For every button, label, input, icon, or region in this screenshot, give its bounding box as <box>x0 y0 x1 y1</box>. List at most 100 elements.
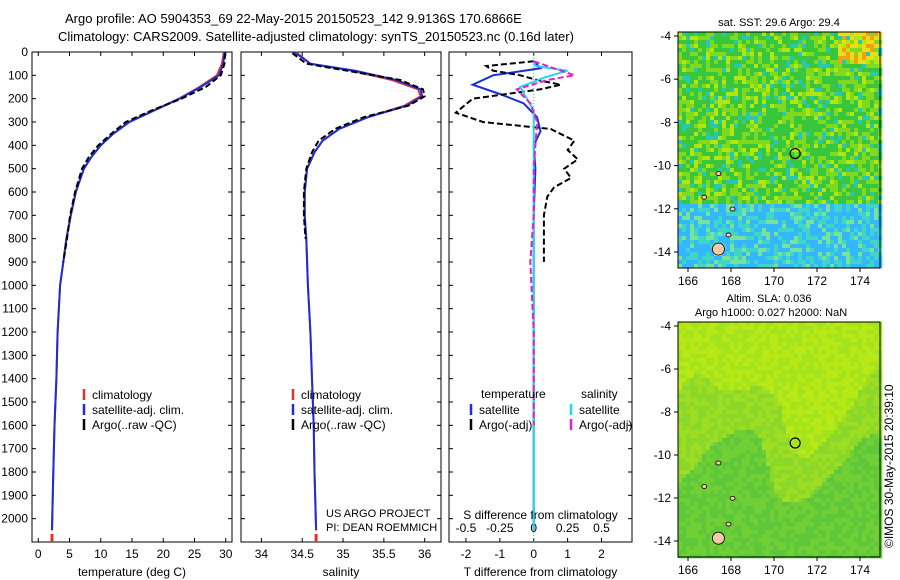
map-cell <box>698 322 703 327</box>
map-cell <box>678 220 683 225</box>
map-cell <box>742 216 747 221</box>
map-cell <box>710 116 715 121</box>
map-cell <box>774 446 779 451</box>
map-cell <box>818 350 823 355</box>
map-cell <box>818 390 823 395</box>
map-cell <box>734 36 739 41</box>
map-cell <box>734 48 739 53</box>
map-cell <box>738 418 743 423</box>
map-cell <box>798 446 803 451</box>
map-cell <box>742 450 747 455</box>
map-cell <box>858 156 863 161</box>
map-cell <box>762 228 767 233</box>
map-cell <box>826 446 831 451</box>
map-cell <box>734 418 739 423</box>
map-cell <box>742 390 747 395</box>
map-cell <box>718 72 723 77</box>
map-cell <box>810 96 815 101</box>
map-cell <box>718 160 723 165</box>
map-cell <box>698 232 703 237</box>
map-cell <box>762 354 767 359</box>
map-cell <box>722 260 727 265</box>
map-cell <box>770 188 775 193</box>
map-cell <box>802 156 807 161</box>
map-cell <box>742 264 747 269</box>
map-cell <box>686 244 691 249</box>
map-cell <box>698 84 703 89</box>
map-cell <box>862 350 867 355</box>
map-cell <box>790 96 795 101</box>
map-cell <box>774 152 779 157</box>
map-cell <box>790 92 795 97</box>
map-cell <box>778 402 783 407</box>
map-cell <box>710 132 715 137</box>
map-cell <box>682 326 687 331</box>
map-cell <box>718 44 723 49</box>
map-cell <box>702 36 707 41</box>
map-cell <box>738 406 743 411</box>
map-cell <box>798 148 803 153</box>
map-cell <box>838 386 843 391</box>
map-cell <box>862 48 867 53</box>
map-cell <box>758 260 763 265</box>
map-cell <box>810 338 815 343</box>
map-cell <box>734 446 739 451</box>
map-cell <box>786 164 791 169</box>
map-cell <box>778 76 783 81</box>
map-cell <box>678 144 683 149</box>
map-cell <box>786 60 791 65</box>
map-cell <box>850 52 855 57</box>
map-cell <box>818 132 823 137</box>
map-cell <box>866 80 871 85</box>
map-cell <box>686 120 691 125</box>
map-cell <box>738 152 743 157</box>
map-cell <box>806 36 811 41</box>
map-cell <box>718 362 723 367</box>
map-cell <box>778 148 783 153</box>
map-cell <box>806 132 811 137</box>
map-cell <box>830 92 835 97</box>
map-cell <box>818 406 823 411</box>
map-cell <box>758 410 763 415</box>
map-cell <box>714 72 719 77</box>
map-cell <box>778 100 783 105</box>
map-cell <box>722 378 727 383</box>
map-cell <box>870 92 875 97</box>
map-cell <box>826 76 831 81</box>
map-cell <box>846 96 851 101</box>
map-cell <box>682 264 687 269</box>
map-cell <box>774 240 779 245</box>
map-cell <box>742 422 747 427</box>
map-cell <box>690 176 695 181</box>
map-cell <box>834 386 839 391</box>
y-tick-label: 500 <box>8 162 28 176</box>
map-cell <box>754 152 759 157</box>
map-cell <box>794 40 799 45</box>
map-cell <box>842 406 847 411</box>
map-cell <box>874 422 879 427</box>
map-cell <box>846 240 851 245</box>
map-cell <box>862 402 867 407</box>
map-cell <box>866 120 871 125</box>
map-cell <box>718 212 723 217</box>
map-cell <box>822 172 827 177</box>
map-cell <box>794 152 799 157</box>
map-cell <box>698 156 703 161</box>
map-cell <box>714 390 719 395</box>
map-cell <box>826 88 831 93</box>
map-cell <box>830 362 835 367</box>
map-cell <box>838 188 843 193</box>
map-cell <box>874 446 879 451</box>
map-cell <box>786 132 791 137</box>
map-cell <box>746 358 751 363</box>
map-cell <box>834 96 839 101</box>
map-cell <box>678 386 683 391</box>
map-cell <box>702 168 707 173</box>
map-cell <box>722 60 727 65</box>
map-cell <box>710 104 715 109</box>
map-cell <box>710 346 715 351</box>
map-cell <box>838 446 843 451</box>
map-cell <box>726 76 731 81</box>
map-cell <box>830 156 835 161</box>
y-tick-label: 1700 <box>1 442 28 456</box>
